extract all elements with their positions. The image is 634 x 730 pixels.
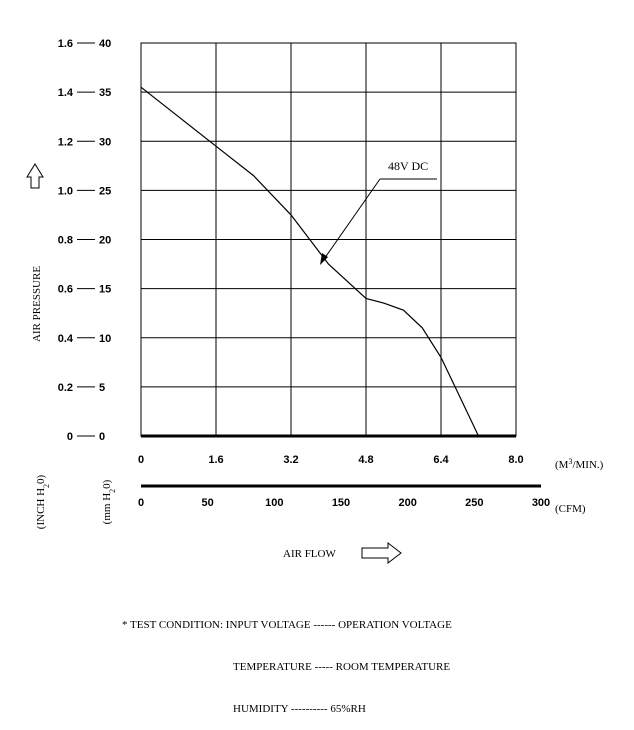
y-tick-label-mm: 30 [99, 136, 111, 148]
x-tick-label-cfm: 250 [465, 497, 483, 509]
up-arrow-icon [26, 163, 44, 189]
x-tick-label-cfm: 150 [332, 497, 350, 509]
x-tick-label-m3min: 1.6 [208, 454, 223, 466]
grid-lines [140, 42, 517, 438]
x-tick-label-m3min: 3.2 [283, 454, 298, 466]
test-condition-dashes: ----- [311, 661, 336, 673]
annotation-48v-dc: 48V DC [388, 159, 428, 173]
test-condition-label: TEMPERATURE [233, 661, 312, 673]
test-condition-label: INPUT VOLTAGE [225, 619, 311, 631]
y-tick-label-inch: 0 [67, 431, 73, 443]
right-arrow-icon [361, 541, 402, 565]
y-tick-label-inch: 0.6 [58, 284, 73, 296]
x-tick-label-m3min: 0 [138, 454, 144, 466]
x-tick-label-m3min: 8.0 [508, 454, 523, 466]
x-tick-label-m3min: 6.4 [433, 454, 449, 466]
x-tick-label-cfm: 300 [532, 497, 550, 509]
y-axis-title: AIR PRESSURE [31, 266, 43, 342]
y-tick-label-inch: 0.4 [58, 333, 74, 345]
y-tick-label-inch: 1.4 [58, 87, 74, 99]
y-tick-label-mm: 10 [99, 333, 111, 345]
y-tick-label-inch: 0.8 [58, 235, 73, 247]
y-tick-label-inch: 1.0 [58, 185, 73, 197]
test-condition-row: * TEST CONDITION: INPUT VOLTAGE ------ O… [122, 618, 452, 632]
annotation-leader-diagonal [321, 178, 381, 263]
y-tick-label-mm: 40 [99, 38, 111, 50]
y-tick-label-inch: 1.6 [58, 38, 73, 50]
test-condition-dashes: ---------- [288, 703, 331, 715]
fan-pq-chart: 0 0 0.2 5 0.4 10 0.6 15 0.8 20 1.0 25 1.2 30 1.4 35 1.6 4… [26, 38, 604, 565]
test-condition-prefix: * TEST CONDITION: [122, 619, 224, 631]
test-condition-value: ROOM TEMPERATURE [335, 661, 451, 673]
x-tick-label-cfm: 200 [398, 497, 416, 509]
y-unit-mm: (mm H20) [101, 479, 117, 524]
y-tick-label-mm: 15 [99, 284, 111, 296]
x-tick-label-cfm: 50 [202, 497, 214, 509]
y-tick-label-inch: 0.2 [58, 382, 73, 394]
x-unit-m3min: (M3/MIN.) [555, 457, 604, 472]
test-condition-label: HUMIDITY [233, 703, 289, 715]
test-condition-value: OPERATION VOLTAGE [338, 619, 452, 631]
x-unit-cfm: (CFM) [555, 503, 586, 515]
x-tick-label-m3min: 4.8 [358, 454, 373, 466]
y-unit-inch: (INCH H20) [35, 474, 51, 529]
x-tick-label-cfm: 0 [138, 497, 144, 509]
test-condition-row: TEMPERATURE ----- ROOM TEMPERATURE [122, 660, 452, 674]
y-tick-label-mm: 5 [99, 382, 105, 394]
series-line-48v-dc [140, 86, 480, 437]
test-condition-value: 65%RH [330, 703, 366, 715]
test-condition-row: HUMIDITY ---------- 65%RH [122, 702, 452, 716]
y-tick-label-mm: 25 [99, 185, 111, 197]
y-tick-label-mm: 0 [99, 431, 105, 443]
test-condition-dashes: ------ [310, 619, 339, 631]
x-axis-title: AIR FLOW [283, 548, 336, 560]
y-tick-label-inch: 1.2 [58, 136, 73, 148]
y-axis-ticks: 0 0 0.2 5 0.4 10 0.6 15 0.8 20 1.0 25 1.2 30 1.4 35 1.6 4… [58, 38, 112, 443]
y-tick-label-mm: 35 [99, 87, 111, 99]
x-axis-ticks: 0 1.6 3.2 4.8 6.4 8.0 0 50 100 150 200 250 300 [138, 454, 550, 509]
y-tick-label-mm: 20 [99, 235, 111, 247]
x-tick-label-cfm: 100 [265, 497, 283, 509]
test-condition-block: * TEST CONDITION: INPUT VOLTAGE ------ O… [122, 590, 452, 730]
